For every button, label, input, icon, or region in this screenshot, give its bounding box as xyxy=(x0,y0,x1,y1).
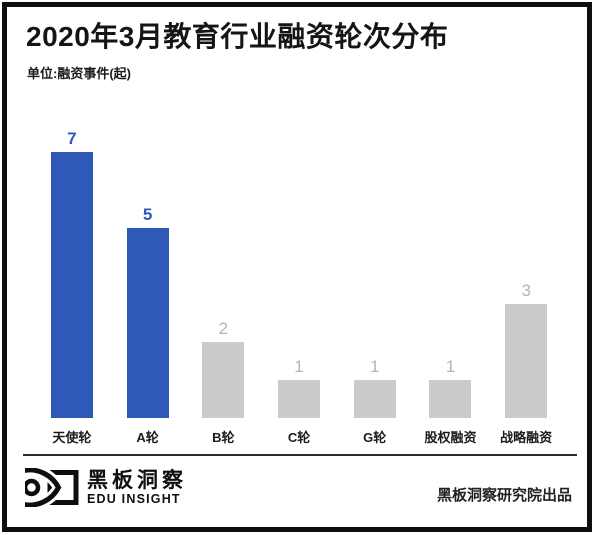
bar-value-label: 2 xyxy=(218,319,229,338)
bar xyxy=(429,380,472,418)
category-label: 天使轮 xyxy=(52,430,92,445)
logo-name-cn: 黑板洞察 xyxy=(87,468,187,492)
bar-column: 7 天使轮 xyxy=(34,129,110,445)
category-label: 战略融资 xyxy=(500,430,553,445)
category-label: C轮 xyxy=(287,430,311,445)
unit-label: 单位:融资事件(起) xyxy=(27,66,131,81)
bar-value-label: 1 xyxy=(445,357,456,376)
bar-column: 5 A轮 xyxy=(110,205,186,445)
bar-column: 2 B轮 xyxy=(185,319,261,445)
logo: 黑板洞察 EDU INSIGHT xyxy=(25,468,187,507)
bar xyxy=(126,228,169,418)
bar-column: 1 C轮 xyxy=(261,357,337,445)
card-frame: 2020年3月教育行业融资轮次分布 单位:融资事件(起) 7 天使轮 5 A轮 2 B轮 1… xyxy=(2,2,592,532)
bar-value-label: 3 xyxy=(521,281,531,300)
footer-divider xyxy=(23,454,577,456)
bar-column: 1 G轮 xyxy=(337,357,413,445)
bar xyxy=(353,380,396,418)
bar xyxy=(202,342,245,418)
category-label: B轮 xyxy=(212,430,235,445)
bar-column: 3 战略融资 xyxy=(488,281,564,445)
category-label: A轮 xyxy=(136,430,159,445)
bar-column: 1 股权融资 xyxy=(413,357,489,445)
bar xyxy=(50,152,93,418)
credit-text: 黑板洞察研究院出品 xyxy=(436,487,572,504)
bar-value-label: 1 xyxy=(294,357,304,376)
bar-chart: 7 天使轮 5 A轮 2 B轮 1 C轮 1 G轮 1 股权融资 3 战略融资 xyxy=(34,129,564,445)
logo-name-en: EDU INSIGHT xyxy=(87,491,181,506)
bar-value-label: 1 xyxy=(370,357,380,376)
bar xyxy=(505,304,548,418)
bar-value-label: 5 xyxy=(142,205,153,224)
category-label: 股权融资 xyxy=(424,430,477,445)
bar xyxy=(278,380,321,418)
bar-value-label: 7 xyxy=(67,129,77,148)
category-label: G轮 xyxy=(363,430,387,445)
eye-logo-icon xyxy=(25,468,79,507)
logo-text: 黑板洞察 EDU INSIGHT xyxy=(87,469,187,507)
page-title: 2020年3月教育行业融资轮次分布 xyxy=(26,21,449,52)
